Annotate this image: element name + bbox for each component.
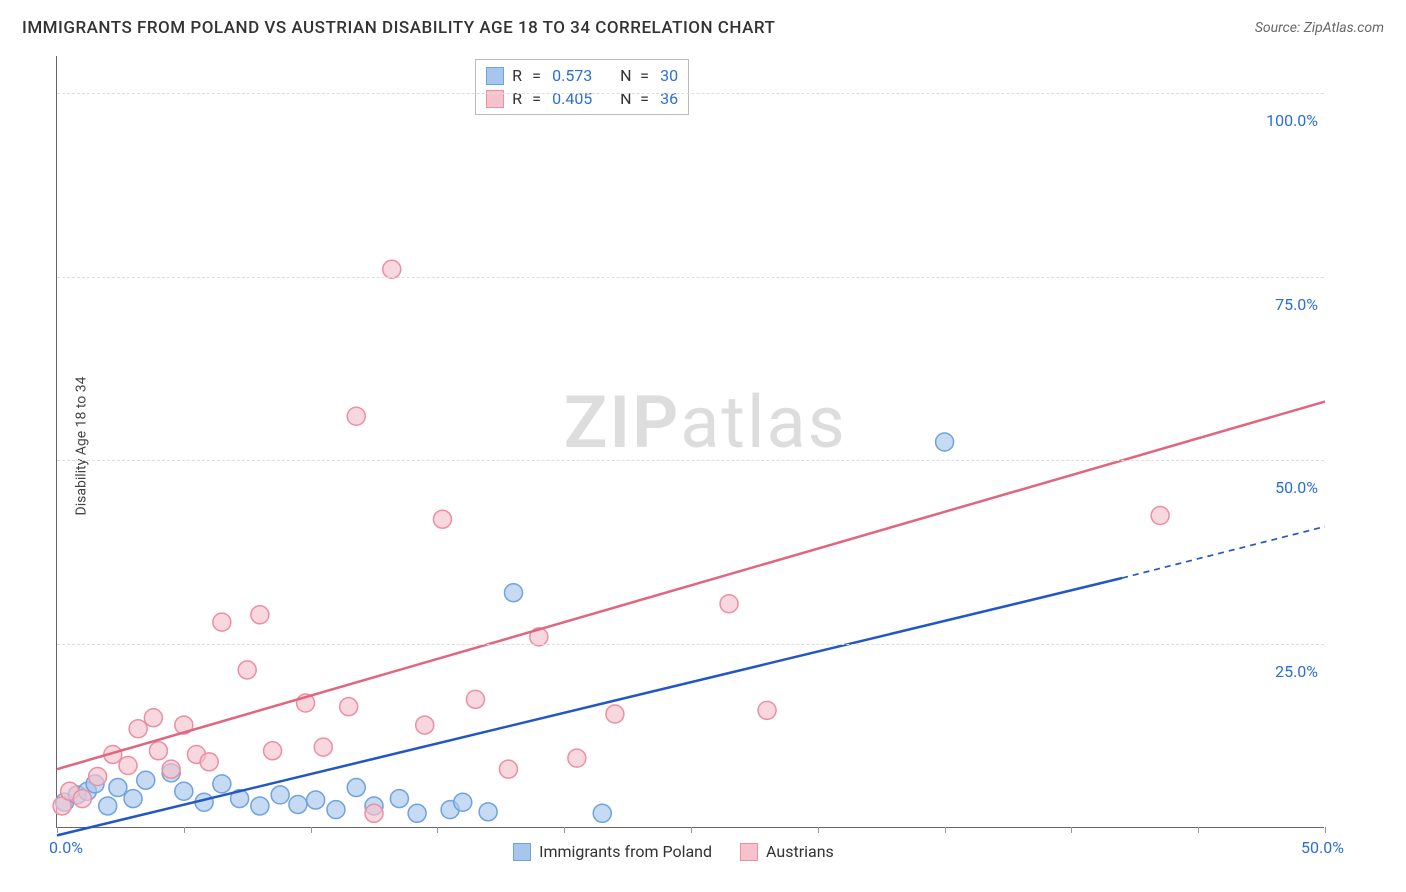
y-tick-label: 100.0% — [1266, 111, 1318, 130]
r-value: 0.573 — [552, 66, 612, 85]
x-tick-mark — [1198, 827, 1199, 833]
chart-title: IMMIGRANTS FROM POLAND VS AUSTRIAN DISAB… — [22, 18, 775, 38]
scatter-point — [433, 510, 451, 528]
scatter-point — [720, 595, 738, 613]
y-tick-label: 25.0% — [1275, 662, 1318, 681]
legend-swatch — [486, 67, 504, 85]
scatter-point — [340, 698, 358, 716]
scatter-point — [99, 797, 117, 815]
x-tick-mark — [691, 827, 692, 833]
scatter-point — [200, 753, 218, 771]
scatter-point — [119, 757, 137, 775]
scatter-point — [466, 690, 484, 708]
correlation-legend: R = 0.573 N = 30 R=0.405N=36 — [475, 59, 689, 115]
scatter-point — [289, 795, 307, 813]
scatter-point — [264, 742, 282, 760]
legend-swatch — [740, 843, 758, 861]
scatter-point — [479, 803, 497, 821]
scatter-point — [408, 804, 426, 822]
header-row: IMMIGRANTS FROM POLAND VS AUSTRIAN DISAB… — [22, 18, 1384, 38]
scatter-point — [109, 779, 127, 797]
scatter-point — [327, 801, 345, 819]
scatter-point — [124, 790, 142, 808]
scatter-point — [162, 760, 180, 778]
n-value: 30 — [660, 66, 678, 85]
scatter-point — [271, 786, 289, 804]
series-name: Austrians — [766, 842, 834, 861]
scatter-point — [365, 804, 383, 822]
scatter-point — [307, 791, 325, 809]
scatter-point — [314, 738, 332, 756]
scatter-point — [499, 760, 517, 778]
x-tick-mark — [1325, 827, 1326, 833]
grid-line-horizontal — [57, 460, 1324, 461]
scatter-point — [251, 606, 269, 624]
correlation-legend-row: R = 0.573 N = 30 — [486, 64, 678, 87]
n-symbol: N — [620, 66, 632, 85]
legend-swatch — [513, 843, 531, 861]
y-tick-label: 50.0% — [1275, 478, 1318, 497]
scatter-point — [175, 782, 193, 800]
x-tick-mark — [57, 827, 58, 833]
grid-line-horizontal — [57, 277, 1324, 278]
scatter-point — [89, 768, 107, 786]
x-tick-mark — [818, 827, 819, 833]
x-tick-mark — [945, 827, 946, 833]
chart-svg-layer — [57, 56, 1324, 827]
scatter-point — [504, 584, 522, 602]
trend-line-dashed — [1122, 527, 1325, 578]
plot-area: ZIPatlas R=0.573N=30R=0.405N=36 Immigran… — [56, 56, 1324, 828]
grid-line-horizontal — [57, 644, 1324, 645]
series-name: Immigrants from Poland — [539, 842, 712, 861]
scatter-point — [347, 779, 365, 797]
scatter-point — [936, 433, 954, 451]
x-tick-label: 0.0% — [49, 838, 83, 857]
scatter-point — [390, 790, 408, 808]
correlation-legend-row: R=0.405N=36 — [486, 87, 678, 110]
scatter-point — [137, 771, 155, 789]
scatter-point — [251, 797, 269, 815]
x-tick-mark — [1071, 827, 1072, 833]
series-legend: Immigrants from Poland Austrians — [513, 842, 834, 861]
x-tick-label: 50.0% — [1301, 838, 1344, 857]
equals-symbol: = — [532, 66, 544, 85]
scatter-point — [347, 407, 365, 425]
scatter-point — [383, 260, 401, 278]
scatter-point — [606, 705, 624, 723]
scatter-point — [568, 749, 586, 767]
scatter-point — [129, 720, 147, 738]
scatter-point — [149, 742, 167, 760]
scatter-point — [144, 709, 162, 727]
scatter-point — [454, 793, 472, 811]
x-tick-mark — [437, 827, 438, 833]
r-symbol: R — [512, 66, 524, 85]
equals-symbol: = — [640, 66, 652, 85]
scatter-point — [593, 804, 611, 822]
y-tick-label: 75.0% — [1275, 295, 1318, 314]
scatter-point — [416, 716, 434, 734]
scatter-point — [73, 790, 91, 808]
series-legend-item: Immigrants from Poland — [513, 842, 712, 861]
scatter-point — [758, 701, 776, 719]
scatter-point — [213, 775, 231, 793]
scatter-point — [1151, 507, 1169, 525]
trend-line — [57, 402, 1325, 770]
source-attribution: Source: ZipAtlas.com — [1255, 20, 1384, 36]
series-legend-item: Austrians — [740, 842, 834, 861]
scatter-point — [238, 661, 256, 679]
x-tick-mark — [311, 827, 312, 833]
x-tick-mark — [184, 827, 185, 833]
x-tick-mark — [564, 827, 565, 833]
scatter-point — [213, 613, 231, 631]
grid-line-horizontal — [57, 93, 1324, 94]
